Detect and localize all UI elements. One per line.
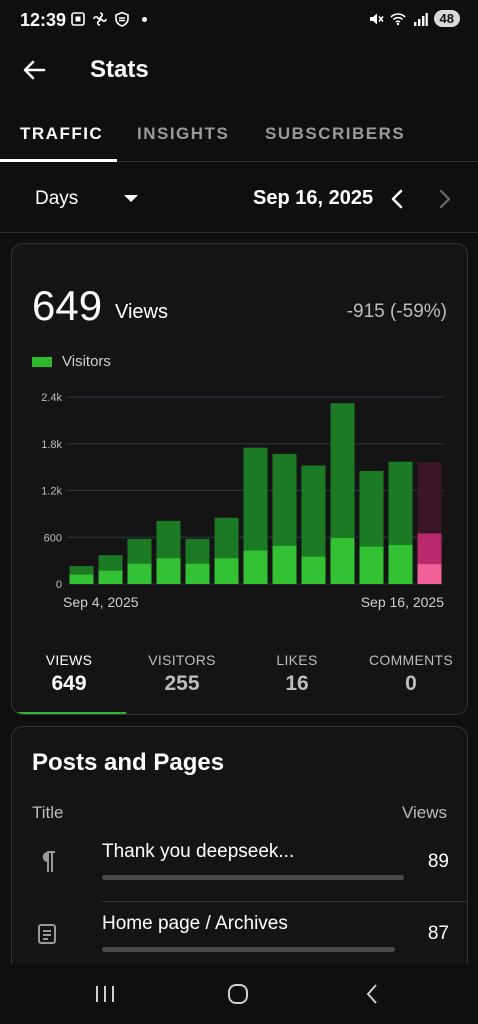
metric-likes-label: LIKES (276, 652, 318, 668)
chevron-down-icon[interactable] (124, 195, 138, 202)
metric-visitors-value: 255 (164, 672, 200, 695)
metric-views[interactable]: VIEWS 649 (13, 652, 125, 696)
metric-comments-value: 0 (405, 672, 417, 695)
views-change: -915 (-59%) (346, 301, 447, 322)
metric-views-value: 649 (51, 672, 87, 695)
column-header-title: Title (32, 803, 64, 822)
y-tick-label: 600 (44, 532, 62, 544)
legend-label-visitors: Visitors (62, 353, 111, 370)
y-tick-label: 0 (56, 579, 62, 591)
list-item[interactable]: Thank you deepseek... 89 (12, 831, 467, 899)
metric-likes-value: 16 (285, 672, 309, 695)
screenshot-icon (71, 12, 85, 26)
bar-visitors (330, 538, 355, 584)
views-bar-chart[interactable]: 0 600 1.2k 1.8k 2.4k Sep 4, 2025 Sep 16, 2025 (12, 384, 468, 619)
post-views-bar (102, 947, 395, 952)
metric-comments[interactable]: COMMENTS 0 (355, 652, 467, 696)
bar-visitors (185, 563, 210, 584)
posts-section-title: Posts and Pages (32, 749, 225, 776)
column-header-views: Views (401, 803, 447, 822)
period-selector-row: Days Sep 16, 2025 (0, 163, 478, 233)
tab-indicator (0, 159, 117, 162)
tab-traffic[interactable]: TRAFFIC (20, 124, 104, 143)
post-title: Thank you deepseek... (102, 841, 295, 862)
back-icon[interactable] (361, 982, 385, 1006)
metric-visitors-label: VISITORS (148, 652, 216, 668)
bar-visitors (272, 545, 297, 584)
bar-visitors (359, 546, 384, 584)
y-tick-label: 2.4k (41, 392, 62, 404)
bar-visitors (156, 558, 181, 584)
y-tick-label: 1.8k (41, 439, 62, 451)
status-time: 12:39 (20, 10, 67, 30)
page-title: Stats (90, 56, 149, 83)
metric-views-label: VIEWS (45, 652, 93, 668)
current-date: Sep 16, 2025 (253, 187, 374, 209)
tab-subscribers[interactable]: SUBSCRIBERS (265, 124, 406, 143)
app-bar: Stats (0, 44, 478, 94)
home-icon[interactable] (226, 982, 250, 1006)
views-total: 649 (32, 282, 103, 329)
granularity-dropdown[interactable]: Days (35, 188, 79, 209)
shield-icon (115, 11, 129, 27)
bar-visitors (69, 574, 94, 584)
x-tick-label: Sep 4, 2025 (63, 594, 139, 610)
stats-card: 649 Views -915 (-59%) Visitors 0 600 1.2k 1… (11, 243, 468, 715)
metric-likes[interactable]: LIKES 16 (241, 652, 353, 696)
status-bar: 12:39 48 (0, 0, 478, 40)
fan-icon (93, 12, 107, 26)
post-views-bar (102, 875, 404, 880)
post-title: Home page / Archives (102, 913, 288, 934)
post-views: 87 (427, 923, 449, 944)
bar-visitors (301, 556, 326, 584)
signal-icon (413, 12, 428, 26)
paragraph-icon (42, 851, 55, 872)
battery-indicator: 48 (433, 10, 460, 27)
tab-bar: TRAFFIC INSIGHTS SUBSCRIBERS (0, 112, 478, 162)
bar-visitors (417, 564, 442, 584)
chevron-right-icon[interactable] (434, 187, 456, 211)
back-arrow-icon[interactable] (20, 56, 48, 84)
notification-dot (142, 16, 147, 22)
metric-comments-label: COMMENTS (368, 652, 454, 668)
views-label: Views (115, 301, 168, 323)
x-tick-label: Sep 16, 2025 (361, 594, 445, 610)
bar-visitors (127, 563, 152, 584)
post-views: 89 (427, 851, 449, 872)
legend-swatch-visitors (32, 357, 52, 367)
page-icon (38, 924, 56, 944)
metric-indicator (12, 712, 126, 714)
chevron-left-icon[interactable] (386, 187, 408, 211)
wifi-icon (389, 12, 406, 25)
row-divider (102, 901, 467, 902)
metric-visitors[interactable]: VISITORS 255 (126, 652, 238, 696)
bar-visitors (98, 570, 123, 584)
list-item[interactable]: Home page / Archives 87 (12, 903, 467, 971)
system-nav-bar (0, 964, 478, 1024)
posts-and-pages-card: Posts and Pages Title Views Thank you de… (11, 726, 468, 986)
bar-visitors (243, 550, 268, 584)
y-tick-label: 1.2k (41, 486, 62, 498)
bar-visitors (388, 545, 413, 584)
mute-icon (369, 13, 384, 24)
bar-visitors (214, 558, 239, 584)
recent-apps-icon[interactable] (93, 982, 117, 1006)
tab-insights[interactable]: INSIGHTS (137, 124, 230, 143)
